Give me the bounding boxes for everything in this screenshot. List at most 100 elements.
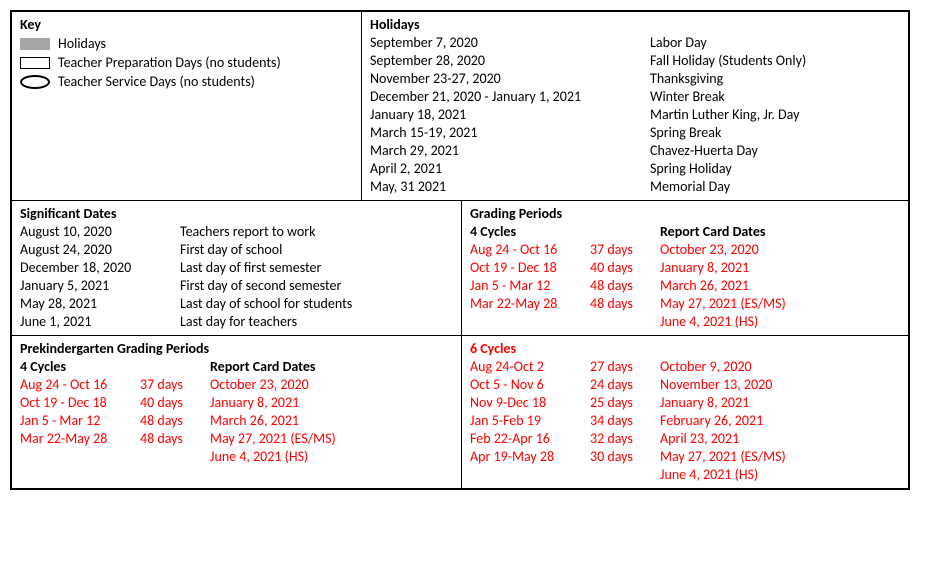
- grading-range: Oct 19 - Dec 18: [20, 394, 140, 411]
- grading-range: Aug 24 - Oct 16: [20, 376, 140, 393]
- grading-row: June 4, 2021 (HS): [20, 448, 453, 465]
- grading-report-header: Report Card Dates: [660, 223, 900, 240]
- grading-report: May 27, 2021 (ES/MS): [660, 295, 900, 312]
- holiday-row: March 29, 2021Chavez-Huerta Day: [370, 142, 900, 159]
- grading-days: 30 days: [590, 448, 660, 465]
- grading-range: Oct 5 - Nov 6: [470, 376, 590, 393]
- grading-report: June 4, 2021 (HS): [660, 466, 900, 483]
- grading-range: Jan 5 - Mar 12: [20, 412, 140, 429]
- grading-row: Oct 19 - Dec 1840 daysJanuary 8, 2021: [20, 394, 453, 411]
- grading-range: [470, 313, 590, 330]
- significant-date: January 5, 2021: [20, 277, 180, 294]
- grading-days: [140, 448, 210, 465]
- grading-row: Nov 9-Dec 1825 daysJanuary 8, 2021: [470, 394, 900, 411]
- row-key-holidays: Key Holidays Teacher Preparation Days (no…: [12, 12, 908, 201]
- holiday-name: Fall Holiday (Students Only): [650, 52, 900, 69]
- grading-days: 27 days: [590, 358, 660, 375]
- legend-swatch: [20, 57, 50, 69]
- grading-days: 48 days: [140, 430, 210, 447]
- holiday-date: December 21, 2020 - January 1, 2021: [370, 88, 650, 105]
- prek-report-header: Report Card Dates: [210, 358, 453, 375]
- prek-header-row: 4 Cycles Report Card Dates: [20, 358, 453, 375]
- grading-row: June 4, 2021 (HS): [470, 313, 900, 330]
- grading-report: March 26, 2021: [660, 277, 900, 294]
- grading-days: 32 days: [590, 430, 660, 447]
- holiday-row: September 7, 2020Labor Day: [370, 34, 900, 51]
- grading-range: Jan 5 - Mar 12: [470, 277, 590, 294]
- grading-days: [590, 313, 660, 330]
- grading-report: May 27, 2021 (ES/MS): [660, 448, 900, 465]
- row-prek-grading6: Prekindergarten Grading Periods 4 Cycles…: [12, 336, 908, 488]
- grading-report: October 23, 2020: [210, 376, 453, 393]
- grading-4-blank: [590, 223, 660, 240]
- grading-row: Aug 24-Oct 227 daysOctober 9, 2020: [470, 358, 900, 375]
- holiday-name: Spring Break: [650, 124, 900, 141]
- legend-row: Holidays: [20, 35, 353, 52]
- holiday-row: January 18, 2021Martin Luther King, Jr. …: [370, 106, 900, 123]
- significant-desc: Last day of school for students: [180, 295, 453, 312]
- grading-4-header: 4 Cycles: [470, 223, 590, 240]
- holidays-list: September 7, 2020Labor DaySeptember 28, …: [370, 34, 900, 195]
- significant-box: Significant Dates August 10, 2020Teacher…: [12, 201, 462, 335]
- grading-report: November 13, 2020: [660, 376, 900, 393]
- holiday-date: September 7, 2020: [370, 34, 650, 51]
- grading-row: Aug 24 - Oct 1637 daysOctober 23, 2020: [470, 241, 900, 258]
- grading6-box: 6 Cycles Aug 24-Oct 227 daysOctober 9, 2…: [462, 336, 908, 488]
- grading-range: Aug 24 - Oct 16: [470, 241, 590, 258]
- grading-days: 25 days: [590, 394, 660, 411]
- grading-4-list: Aug 24 - Oct 1637 daysOctober 23, 2020Oc…: [470, 241, 900, 330]
- grading-days: 37 days: [140, 376, 210, 393]
- significant-date: August 10, 2020: [20, 223, 180, 240]
- holiday-date: May, 31 2021: [370, 178, 650, 195]
- prek-header: Prekindergarten Grading Periods: [20, 340, 453, 357]
- holiday-row: December 21, 2020 - January 1, 2021Winte…: [370, 88, 900, 105]
- grading-days: 40 days: [590, 259, 660, 276]
- grading-days: 37 days: [590, 241, 660, 258]
- legend-swatch: [20, 75, 50, 89]
- legend-label: Teacher Preparation Days (no students): [58, 54, 281, 71]
- prek-blank: [140, 358, 210, 375]
- holiday-row: September 28, 2020Fall Holiday (Students…: [370, 52, 900, 69]
- grading-report: January 8, 2021: [660, 259, 900, 276]
- grading-header: Grading Periods: [470, 205, 900, 222]
- legend-swatch: [20, 38, 50, 50]
- row-significant-grading: Significant Dates August 10, 2020Teacher…: [12, 201, 908, 336]
- significant-desc: Teachers report to work: [180, 223, 453, 240]
- grading-report: June 4, 2021 (HS): [660, 313, 900, 330]
- grading-row: Mar 22-May 2848 daysMay 27, 2021 (ES/MS): [20, 430, 453, 447]
- significant-date: December 18, 2020: [20, 259, 180, 276]
- grading-range: Apr 19-May 28: [470, 448, 590, 465]
- holiday-name: Winter Break: [650, 88, 900, 105]
- grading-row: Aug 24 - Oct 1637 daysOctober 23, 2020: [20, 376, 453, 393]
- prek-box: Prekindergarten Grading Periods 4 Cycles…: [12, 336, 462, 488]
- grading-days: [590, 466, 660, 483]
- grading-row: Jan 5 - Mar 1248 daysMarch 26, 2021: [470, 277, 900, 294]
- grading-row: Mar 22-May 2848 daysMay 27, 2021 (ES/MS): [470, 295, 900, 312]
- grading-row: Jan 5 - Mar 1248 daysMarch 26, 2021: [20, 412, 453, 429]
- significant-row: December 18, 2020Last day of first semes…: [20, 259, 453, 276]
- significant-row: August 10, 2020Teachers report to work: [20, 223, 453, 240]
- holiday-date: January 18, 2021: [370, 106, 650, 123]
- legend-label: Holidays: [58, 35, 106, 52]
- calendar-sheet: Key Holidays Teacher Preparation Days (no…: [10, 10, 910, 490]
- holiday-name: Martin Luther King, Jr. Day: [650, 106, 900, 123]
- grading-days: 48 days: [140, 412, 210, 429]
- grading-report: January 8, 2021: [660, 394, 900, 411]
- significant-date: May 28, 2021: [20, 295, 180, 312]
- prek-4-header: 4 Cycles: [20, 358, 140, 375]
- legend-list: Holidays Teacher Preparation Days (no stu…: [20, 35, 353, 90]
- grading-box: Grading Periods 4 Cycles Report Card Dat…: [462, 201, 908, 335]
- prek-list: Aug 24 - Oct 1637 daysOctober 23, 2020Oc…: [20, 376, 453, 465]
- key-header: Key: [20, 16, 353, 33]
- grading-range: Mar 22-May 28: [470, 295, 590, 312]
- grading-4-header-row: 4 Cycles Report Card Dates: [470, 223, 900, 240]
- significant-row: January 5, 2021First day of second semes…: [20, 277, 453, 294]
- holiday-date: March 29, 2021: [370, 142, 650, 159]
- holiday-date: April 2, 2021: [370, 160, 650, 177]
- significant-desc: First day of school: [180, 241, 453, 258]
- grading-range: [470, 466, 590, 483]
- holiday-date: November 23-27, 2020: [370, 70, 650, 87]
- grading-report: October 23, 2020: [660, 241, 900, 258]
- legend-label: Teacher Service Days (no students): [58, 73, 255, 90]
- grading-row: Oct 5 - Nov 624 daysNovember 13, 2020: [470, 376, 900, 393]
